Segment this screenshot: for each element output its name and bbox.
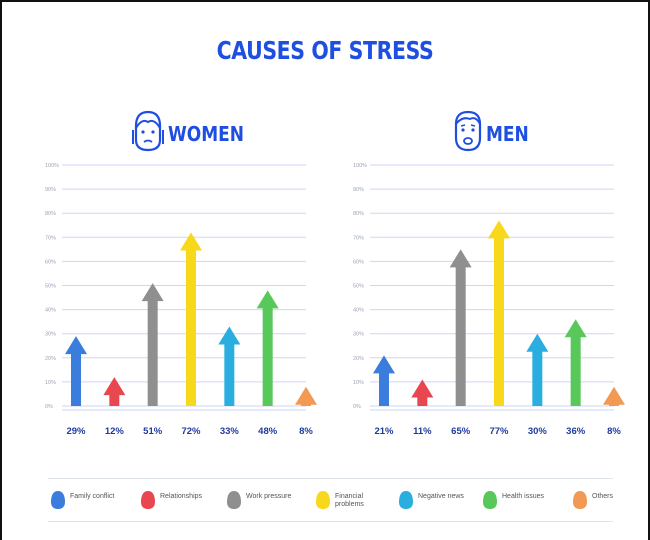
women-y-tick-label: 70% (45, 235, 56, 241)
men-bar-others (603, 386, 625, 406)
men-bar-chart: 0% 10% 20% 30% 40% 50% 60% 70% 80% 90% 100% 21% 11% 6… (353, 163, 625, 437)
women-bar-work (141, 283, 164, 406)
man-face-icon (454, 110, 482, 152)
women-y-tick-label: 80% (45, 211, 56, 217)
legend-label-financial: Financial problems (335, 493, 364, 508)
women-bar-financial (180, 232, 202, 406)
legend-label-relationships: Relationships (160, 493, 203, 500)
women-y-tick-label: 40% (45, 308, 56, 314)
men-y-tick-label: 90% (353, 187, 364, 193)
women-value-label-health: 48% (258, 426, 278, 437)
legend-label-news: Negative news (418, 493, 464, 500)
men-y-tick-label: 0% (353, 404, 361, 410)
women-bar-others (295, 386, 317, 406)
men-bar-work (449, 249, 472, 406)
women-bar-relationships (103, 377, 126, 406)
men-y-tick-label: 10% (353, 380, 364, 386)
women-bar-chart: 0% 10% 20% 30% 40% 50% 60% 70% 80% 90% 100% 29% 12% 5… (45, 163, 317, 437)
men-value-label-others: 8% (607, 426, 621, 437)
women-value-label-relationships: 12% (105, 426, 125, 437)
men-value-label-work: 65% (451, 426, 471, 437)
women-value-label-work: 51% (143, 426, 163, 437)
women-label: WOMEN (168, 122, 244, 146)
men-y-tick-label: 100% (353, 163, 367, 169)
women-panel: WOMEN 0% 10% 20% 30% 40% 50% 60% 70% 80% 90% 100% 2… (30, 100, 320, 460)
men-header: MEN (338, 108, 628, 158)
men-value-label-relationships: 11% (413, 426, 432, 437)
women-bar-news (218, 326, 241, 406)
legend-bottom-divider (48, 521, 613, 522)
men-value-label-health: 36% (566, 426, 586, 437)
men-panel: MEN 0% 10% 20% 30% 40% 50% 60% 70% 80% 90% 100% 21%… (338, 100, 628, 460)
women-value-label-news: 33% (220, 426, 240, 437)
frame-right-border (648, 0, 650, 540)
men-y-tick-label: 40% (353, 308, 364, 314)
legend-top-divider (48, 478, 613, 519)
legend-marker-financial (316, 491, 330, 509)
women-header: WOMEN (30, 108, 320, 158)
legend-label-family: Family conflict (70, 493, 115, 500)
legend-label-work: Work pressure (246, 493, 292, 500)
legend-marker-health (483, 491, 497, 509)
men-value-label-family: 21% (374, 426, 394, 437)
women-value-label-family: 29% (66, 426, 86, 437)
women-value-label-others: 8% (299, 426, 313, 437)
legend-marker-others (573, 491, 587, 509)
men-label: MEN (486, 122, 529, 146)
men-y-tick-label: 20% (353, 356, 364, 362)
legend-marker-news (399, 491, 413, 509)
men-bar-financial (488, 220, 510, 406)
legend-label-health: Health issues (502, 493, 545, 500)
women-y-tick-label: 10% (45, 380, 56, 386)
men-bar-family (373, 355, 395, 406)
women-y-tick-label: 100% (45, 163, 59, 169)
women-y-tick-label: 90% (45, 187, 56, 193)
women-y-tick-label: 20% (45, 356, 56, 362)
legend: Family conflict Relationships Work pressur… (50, 488, 630, 514)
women-y-tick-label: 60% (45, 259, 56, 265)
page-title: CAUSES OF STRESS (216, 36, 434, 65)
men-bar-news (526, 333, 549, 406)
men-y-tick-label: 80% (353, 211, 364, 217)
men-value-label-financial: 77% (489, 426, 509, 437)
legend-marker-relationships (141, 491, 155, 509)
men-y-tick-label: 70% (353, 235, 364, 241)
women-y-tick-label: 50% (45, 284, 56, 290)
women-bar-health (256, 290, 279, 406)
men-y-tick-label: 50% (353, 284, 364, 290)
women-bar-family (65, 336, 87, 406)
men-value-label-news: 30% (528, 426, 548, 437)
men-bar-health (564, 319, 587, 406)
frame-top-border (0, 0, 650, 2)
women-y-tick-label: 0% (45, 404, 53, 410)
women-value-label-financial: 72% (181, 426, 201, 437)
legend-marker-family (51, 491, 65, 509)
men-y-tick-label: 60% (353, 259, 364, 265)
frame-left-border (0, 0, 2, 540)
woman-face-icon (132, 110, 164, 152)
legend-marker-work (227, 491, 241, 509)
women-y-tick-label: 30% (45, 332, 56, 338)
legend-label-others: Others (592, 493, 614, 500)
men-bar-relationships (411, 379, 434, 406)
men-y-tick-label: 30% (353, 332, 364, 338)
